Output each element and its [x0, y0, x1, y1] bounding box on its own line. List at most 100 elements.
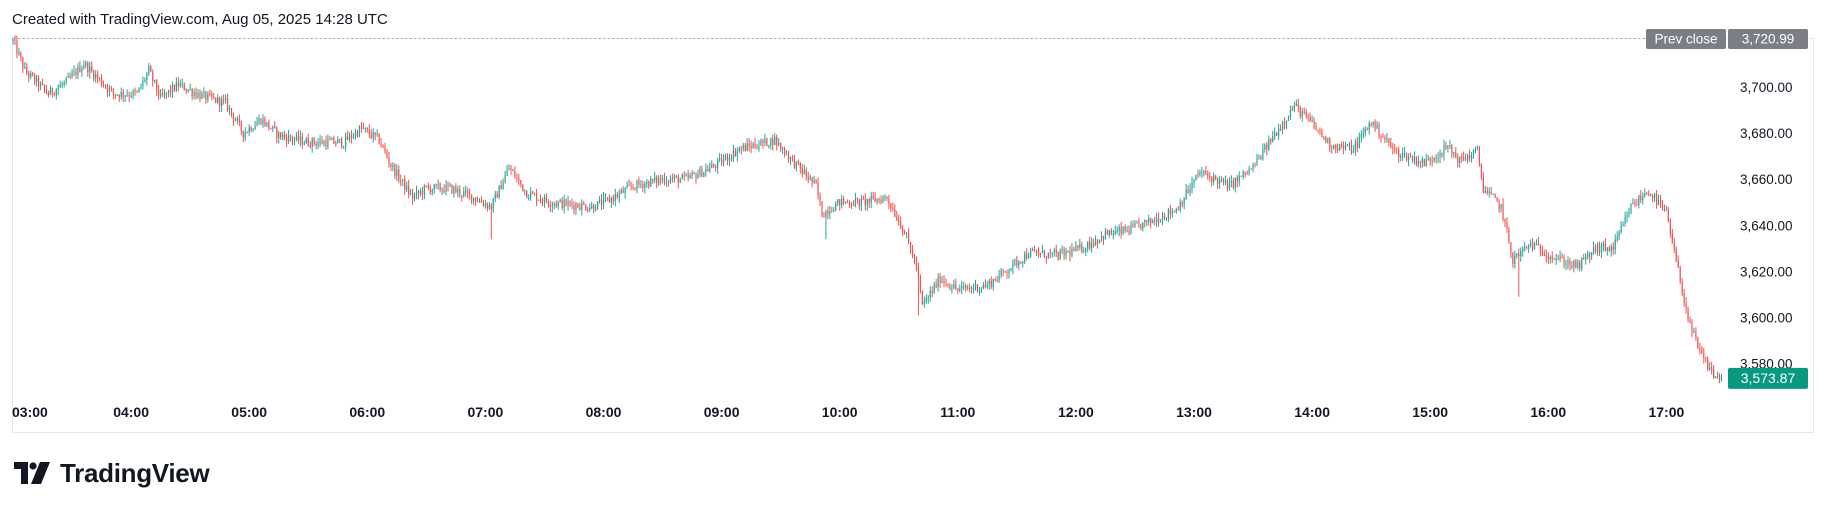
- candle: [754, 138, 756, 149]
- candle: [423, 184, 425, 200]
- candle: [102, 80, 105, 88]
- candle: [610, 196, 612, 208]
- candle: [776, 134, 778, 151]
- candle: [1429, 156, 1431, 166]
- candle: [169, 84, 172, 98]
- candle: [1687, 306, 1689, 323]
- candle: [289, 134, 292, 142]
- candle: [555, 200, 557, 209]
- candle: [108, 84, 111, 97]
- candle: [557, 200, 559, 210]
- candle: [1089, 236, 1091, 251]
- candle: [1437, 152, 1439, 164]
- candle: [1606, 247, 1608, 256]
- candle: [343, 145, 345, 149]
- candle: [1620, 221, 1622, 234]
- candle: [852, 200, 855, 207]
- candle: [1591, 251, 1593, 261]
- price-chart[interactable]: 3,700.00 3,680.00 3,660.00 3,640.00 3,620.00…: [0, 0, 1826, 440]
- candle: [1037, 247, 1040, 258]
- candle: [232, 112, 235, 127]
- candle: [1189, 183, 1191, 197]
- candle: [315, 141, 317, 150]
- tradingview-logo[interactable]: TradingView: [14, 458, 210, 488]
- candle: [713, 163, 715, 168]
- candle: [1614, 234, 1616, 255]
- candle: [665, 176, 668, 187]
- candle: [203, 87, 205, 99]
- candle: [1718, 373, 1721, 383]
- candle: [1053, 247, 1055, 257]
- candle: [1285, 120, 1288, 129]
- candle: [199, 89, 201, 103]
- candle: [1419, 160, 1421, 169]
- candle: [1451, 144, 1453, 159]
- candle: [142, 76, 144, 90]
- candle: [1331, 145, 1333, 154]
- candle: [1618, 229, 1620, 241]
- candle: [67, 72, 69, 78]
- candle: [1073, 246, 1075, 252]
- candle: [1484, 185, 1486, 194]
- candle: [313, 137, 315, 147]
- candle: [1628, 207, 1630, 218]
- candle: [811, 177, 813, 188]
- candle: [1256, 153, 1258, 166]
- candle: [1705, 356, 1707, 363]
- candle: [996, 275, 998, 283]
- candle: [825, 209, 827, 240]
- candle: [965, 283, 967, 292]
- candle: [1183, 197, 1185, 210]
- candle: [1323, 135, 1325, 141]
- candle: [55, 88, 57, 100]
- candle: [494, 190, 496, 203]
- candle: [1175, 207, 1177, 215]
- candle: [431, 188, 433, 196]
- candle: [1571, 261, 1573, 270]
- candle: [549, 200, 551, 213]
- candle: [1028, 252, 1030, 259]
- candle: [1559, 250, 1561, 263]
- candle: [620, 187, 622, 195]
- candle: [299, 130, 301, 147]
- candle: [1622, 221, 1624, 227]
- candle: [435, 183, 437, 189]
- candle: [782, 146, 784, 155]
- candle: [797, 159, 799, 166]
- candle: [978, 286, 981, 296]
- candle: [1466, 153, 1469, 164]
- candle: [898, 214, 900, 226]
- candle: [1234, 177, 1236, 193]
- candle: [1069, 245, 1071, 262]
- candle: [1626, 211, 1628, 223]
- candle: [1138, 217, 1140, 228]
- candle: [961, 280, 963, 295]
- candle: [1075, 241, 1077, 252]
- candle: [1510, 241, 1512, 259]
- candle: [744, 142, 746, 152]
- candle: [1268, 135, 1270, 152]
- candle: [870, 191, 872, 209]
- candle: [1486, 186, 1488, 196]
- candle: [809, 174, 811, 181]
- candle: [354, 128, 357, 140]
- candle: [1468, 149, 1471, 162]
- candle: [1685, 297, 1687, 315]
- candle: [95, 70, 97, 83]
- candle: [537, 199, 540, 201]
- candle: [819, 192, 821, 206]
- candle: [1043, 249, 1046, 259]
- last-price-badge: 3,573.87: [1728, 367, 1808, 389]
- candle: [1102, 235, 1105, 245]
- candle: [1404, 146, 1406, 158]
- candle: [437, 179, 439, 190]
- candle: [1447, 145, 1449, 153]
- candle: [183, 82, 185, 91]
- candle: [1094, 235, 1097, 247]
- candle: [30, 70, 32, 80]
- candle: [984, 279, 986, 289]
- candle: [331, 137, 333, 140]
- candle: [980, 287, 983, 294]
- candle: [195, 87, 197, 100]
